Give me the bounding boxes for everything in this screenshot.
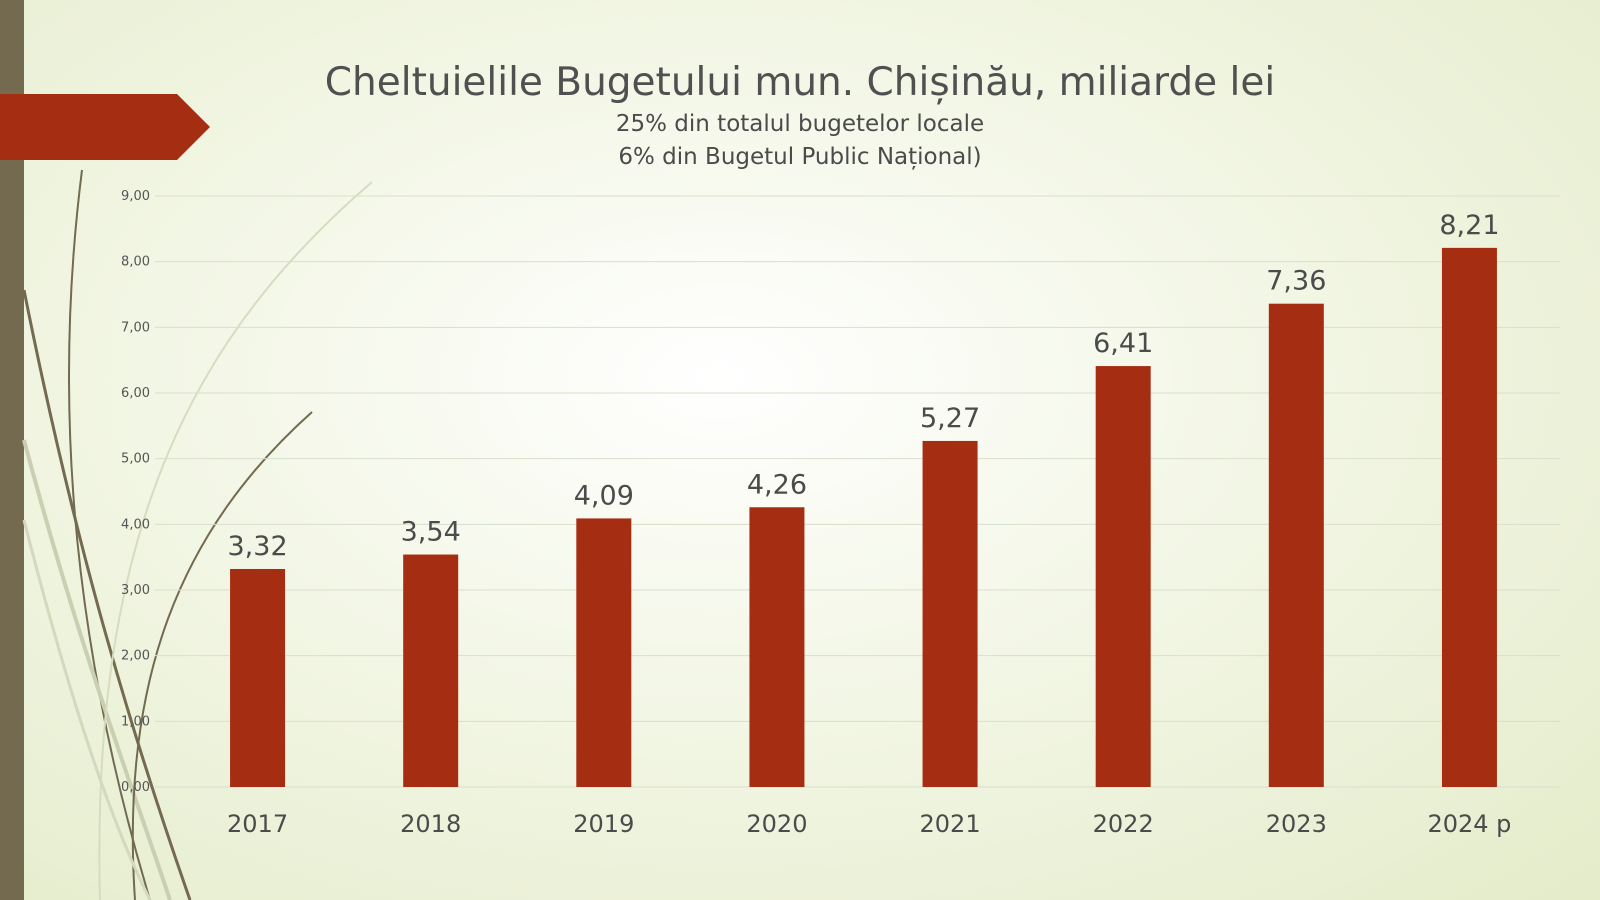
data-label: 6,41 bbox=[1093, 328, 1153, 359]
y-tick-label: 5,00 bbox=[121, 452, 150, 467]
y-tick-label: 1,00 bbox=[121, 714, 150, 729]
data-label: 5,27 bbox=[920, 403, 980, 434]
x-tick-label: 2024 p bbox=[1427, 810, 1511, 838]
data-label: 8,21 bbox=[1439, 210, 1499, 241]
data-label: 4,26 bbox=[747, 469, 807, 500]
bar bbox=[1095, 366, 1151, 787]
y-tick-label: 0,00 bbox=[121, 780, 150, 795]
x-tick-label: 2022 bbox=[1093, 810, 1154, 838]
chart-subtitle-line-1: 25% din totalul bugetelor locale bbox=[615, 111, 985, 137]
x-tick-label: 2021 bbox=[920, 810, 981, 838]
red-arrow-tab bbox=[0, 94, 210, 160]
x-tick-label: 2018 bbox=[400, 810, 461, 838]
bar bbox=[1268, 303, 1324, 787]
x-tick-label: 2020 bbox=[746, 810, 807, 838]
data-label: 4,09 bbox=[574, 480, 634, 511]
y-tick-label: 3,00 bbox=[121, 583, 150, 598]
y-tick-label: 2,00 bbox=[121, 649, 150, 664]
y-tick-label: 9,00 bbox=[121, 189, 150, 204]
data-label: 3,32 bbox=[228, 531, 288, 562]
chart-title-block: Cheltuielile Bugetului mun. Chișinău, mi… bbox=[0, 58, 1600, 174]
bar bbox=[230, 568, 286, 787]
data-label: 3,54 bbox=[401, 517, 461, 548]
bar bbox=[576, 518, 632, 787]
x-tick-label: 2023 bbox=[1266, 810, 1327, 838]
bar bbox=[922, 440, 978, 787]
chart-title: Cheltuielile Bugetului mun. Chișinău, mi… bbox=[324, 60, 1276, 105]
y-tick-label: 4,00 bbox=[121, 517, 150, 532]
x-tick-label: 2019 bbox=[573, 810, 634, 838]
y-tick-label: 8,00 bbox=[121, 255, 150, 270]
chart-subtitle-line-2: 6% din Bugetul Public Național) bbox=[618, 144, 982, 170]
bar bbox=[1441, 247, 1497, 788]
y-tick-label: 6,00 bbox=[121, 386, 150, 401]
y-tick-label: 7,00 bbox=[121, 320, 150, 335]
bar bbox=[403, 554, 459, 787]
data-label: 7,36 bbox=[1266, 266, 1326, 297]
x-tick-label: 2017 bbox=[227, 810, 288, 838]
bar bbox=[749, 507, 805, 787]
